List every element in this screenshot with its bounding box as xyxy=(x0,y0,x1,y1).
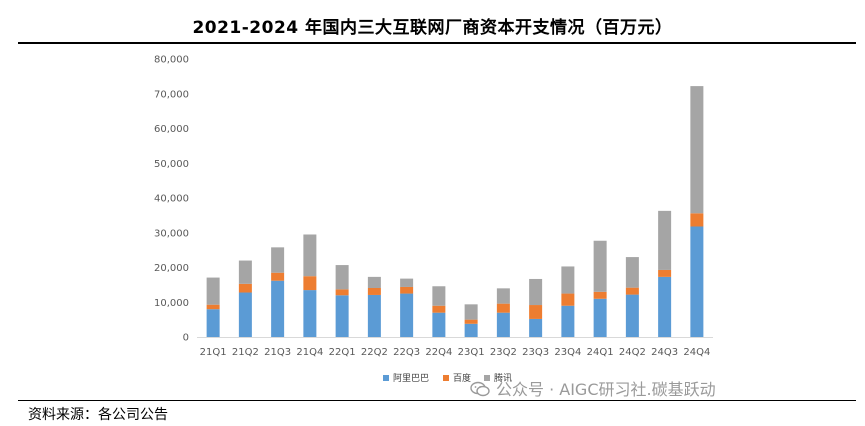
source-note: 资料来源：各公司公告 xyxy=(28,407,168,423)
y-tick-label: 0 xyxy=(183,333,189,344)
legend-swatch xyxy=(484,375,490,381)
chart-legend: 阿里巴巴 百度 腾讯 xyxy=(383,372,512,384)
bar-segment xyxy=(496,303,510,313)
x-tick-label: 21Q1 xyxy=(200,347,227,358)
bar-segment xyxy=(335,295,349,337)
bar-segment xyxy=(271,272,285,281)
chart-title: 2021-2024 年国内三大互联网厂商资本开支情况（百万元） xyxy=(192,18,673,38)
x-tick-label: 24Q4 xyxy=(683,347,710,358)
bar-segment xyxy=(529,305,543,319)
bar-segment xyxy=(658,276,672,337)
bar-segment xyxy=(238,292,252,337)
wechat-icon xyxy=(470,381,490,397)
chart-bars xyxy=(206,86,704,337)
x-tick-label: 21Q3 xyxy=(264,347,291,358)
bar-segment xyxy=(625,257,639,288)
bar-segment xyxy=(529,278,543,306)
bar-segment xyxy=(561,305,575,337)
legend-swatch xyxy=(383,375,389,381)
bar-segment xyxy=(432,312,446,337)
bar-segment xyxy=(206,309,220,337)
bar-segment xyxy=(367,288,381,295)
x-tick-label: 21Q4 xyxy=(296,347,323,358)
y-tick-label: 60,000 xyxy=(154,124,189,135)
chart-axes: 0 10,000 20,000 30,000 40,000 50,000 60,000 70,… xyxy=(154,55,713,358)
y-tick-label: 20,000 xyxy=(154,263,189,274)
bar-segment xyxy=(561,293,575,306)
bar-segment xyxy=(464,323,478,337)
bar-segment xyxy=(206,277,220,305)
x-tick-label: 23Q4 xyxy=(554,347,581,358)
x-tick-label: 22Q4 xyxy=(425,347,452,358)
y-tick-label: 30,000 xyxy=(154,228,189,239)
x-tick-label: 23Q2 xyxy=(490,347,517,358)
y-tick-label: 50,000 xyxy=(154,159,189,170)
bar-segment xyxy=(400,293,414,337)
bar-segment xyxy=(303,234,317,277)
bar-segment xyxy=(335,265,349,290)
footer-rule xyxy=(18,400,856,401)
bar-segment xyxy=(625,294,639,337)
x-tick-label: 22Q3 xyxy=(393,347,420,358)
x-tick-label: 23Q1 xyxy=(458,347,485,358)
x-tick-label: 22Q2 xyxy=(361,347,388,358)
bar-segment xyxy=(464,319,478,324)
x-tick-label: 24Q1 xyxy=(587,347,614,358)
bar-segment xyxy=(271,280,285,337)
bar-segment xyxy=(593,240,607,292)
bar-segment xyxy=(464,304,478,320)
watermark: 公众号 · AIGC研习社.碳基跃动 xyxy=(470,376,716,400)
y-tick-label: 40,000 xyxy=(154,194,189,205)
bar-segment xyxy=(367,294,381,337)
bar-segment xyxy=(561,266,575,294)
bar-segment xyxy=(690,226,704,337)
x-tick-label: 22Q1 xyxy=(329,347,356,358)
legend-label: 阿里巴巴 xyxy=(393,373,429,384)
bar-segment xyxy=(432,286,446,306)
bar-segment xyxy=(593,298,607,337)
x-tick-label: 24Q3 xyxy=(651,347,678,358)
bar-segment xyxy=(690,86,704,214)
bar-segment xyxy=(658,269,672,277)
bar-segment xyxy=(271,247,285,273)
bar-segment xyxy=(690,213,704,227)
bar-segment xyxy=(238,260,252,284)
x-tick-label: 24Q2 xyxy=(619,347,646,358)
bar-segment xyxy=(625,287,639,295)
bar-segment xyxy=(496,312,510,337)
x-tick-label: 23Q3 xyxy=(522,347,549,358)
title-underline xyxy=(18,42,856,44)
bar-segment xyxy=(303,276,317,291)
bar-segment xyxy=(400,286,414,294)
legend-swatch xyxy=(443,375,449,381)
bar-segment xyxy=(367,276,381,289)
bar-segment xyxy=(335,289,349,296)
bar-segment xyxy=(658,210,672,270)
legend-label: 百度 xyxy=(453,372,471,384)
bar-segment xyxy=(432,305,446,313)
bar-segment xyxy=(238,283,252,293)
y-tick-label: 70,000 xyxy=(154,89,189,100)
bar-segment xyxy=(496,288,510,304)
bar-segment xyxy=(593,291,607,299)
bar-segment xyxy=(400,278,414,287)
watermark-text: 公众号 · AIGC研习社.碳基跃动 xyxy=(496,380,716,399)
bar-segment xyxy=(303,290,317,337)
y-tick-label: 10,000 xyxy=(154,298,189,309)
legend-label: 腾讯 xyxy=(494,372,512,384)
bar-segment xyxy=(529,318,543,337)
bar-segment xyxy=(206,304,220,310)
x-tick-label: 21Q2 xyxy=(232,347,259,358)
y-tick-label: 80,000 xyxy=(154,55,189,66)
